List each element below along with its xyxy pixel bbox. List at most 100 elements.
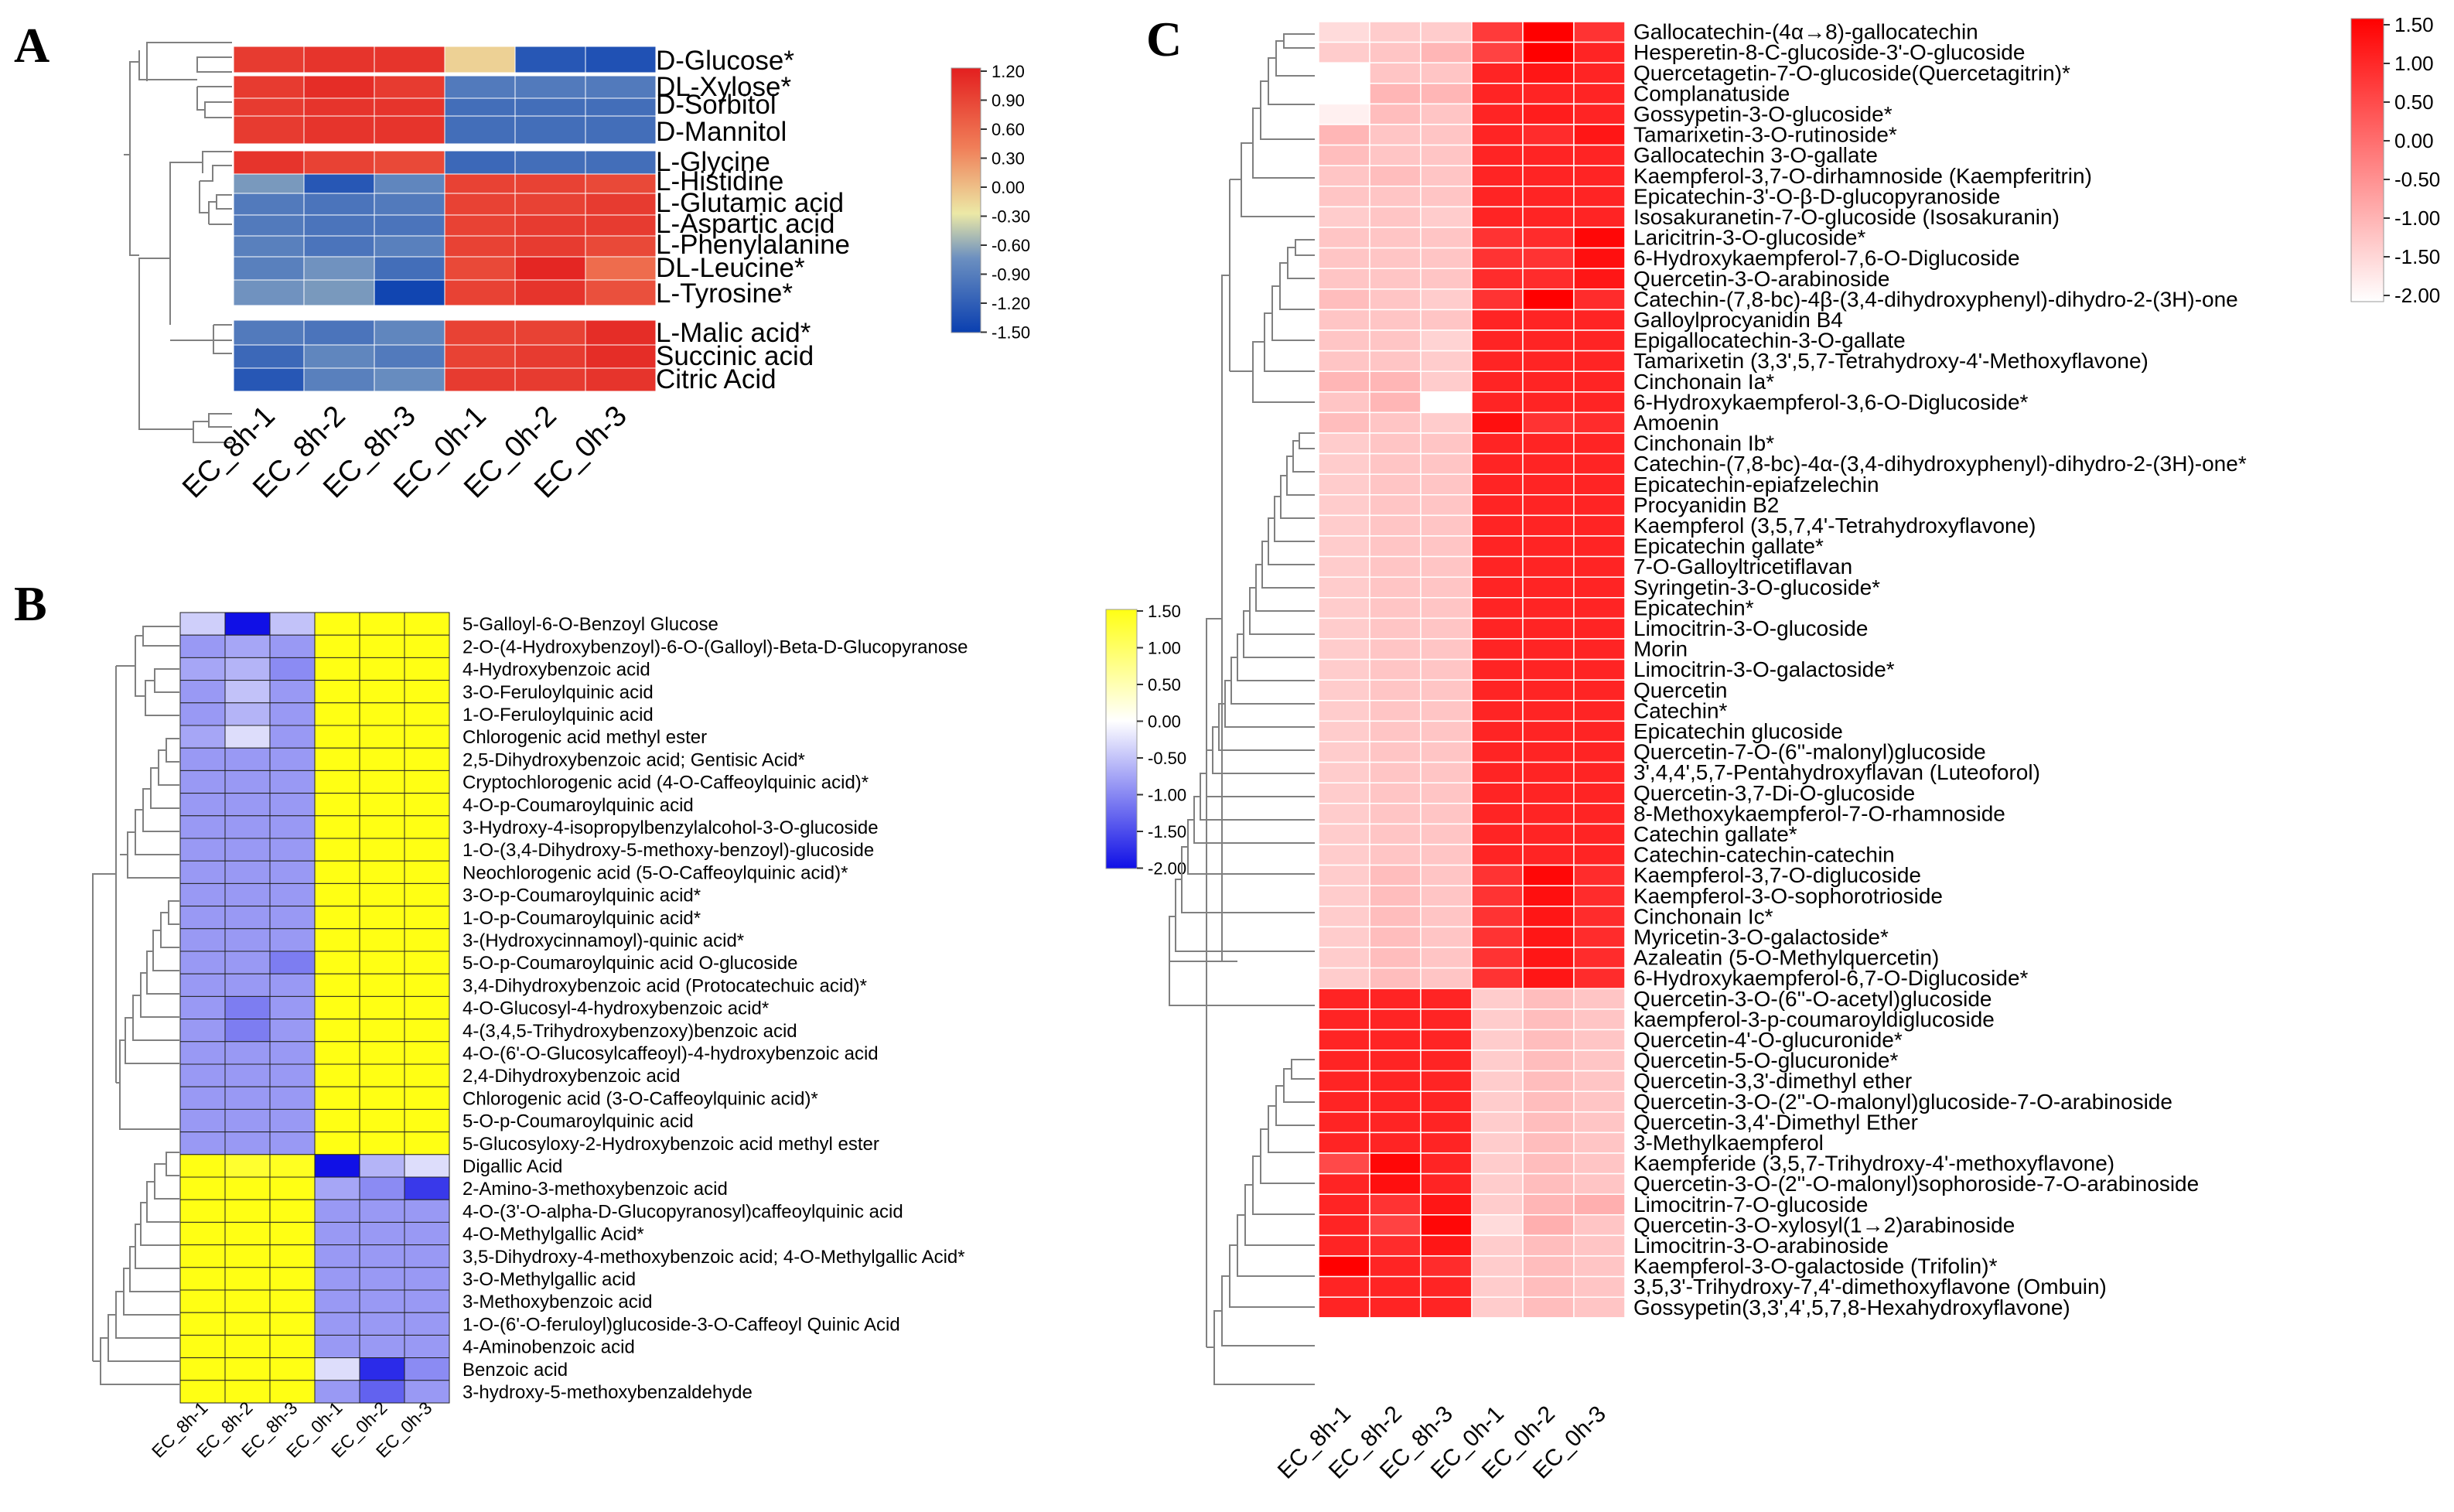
row-label: Chlorogenic acid methyl ester [462,727,707,748]
heatmap-cell [269,882,316,907]
heatmap-cell [233,75,305,100]
row-label: Digallic Acid [462,1156,562,1177]
heatmap-cell [1369,720,1422,742]
heatmap-cell [404,612,450,636]
heatmap-cell [314,702,360,726]
heatmap-cell [1522,309,1575,331]
heatmap-cell [374,256,445,281]
heatmap-cell [359,1267,405,1291]
row-label: Complanatuside [1633,81,1790,105]
heatmap-cell [314,1380,360,1404]
heatmap-cell [1420,411,1473,434]
heatmap-cell [269,1380,316,1404]
heatmap-cell [404,1176,450,1200]
row-label: Cinchonain Ib* [1633,432,1774,456]
heatmap-cell [179,680,226,704]
heatmap-cell [1522,1234,1575,1257]
heatmap-cell [314,1289,360,1313]
row-label: Kaempferol-3-O-sophorotrioside [1633,884,1943,908]
heatmap-cell [1573,432,1626,455]
heatmap-cell [359,634,405,658]
heatmap-cell [1573,186,1626,208]
heatmap-cell [359,860,405,884]
row-label: L-Malic acid* [656,318,811,348]
heatmap-cell [514,75,586,100]
heatmap-cell [1471,103,1524,125]
heatmap-cell [374,173,445,194]
heatmap-cell [1522,823,1575,845]
heatmap-cell [444,367,516,392]
heatmap-cell [1573,947,1626,969]
heatmap-cell [1522,288,1575,311]
heatmap-cell [1420,288,1473,311]
heatmap-cell [1318,268,1370,290]
heatmap-cell [359,928,405,952]
heatmap-cell [1471,62,1524,84]
heatmap-cell [1522,658,1575,681]
heatmap-cell [585,173,657,194]
heatmap-cell [1522,391,1575,414]
heatmap-cell [233,256,305,281]
row-dendrogram-b [92,626,179,1385]
row-label: 5-Galloyl-6-O-Benzoyl Glucose [462,614,718,635]
scale-tick-label: -0.60 [991,236,1030,255]
heatmap-cell [374,235,445,258]
row-label: Epicatechin-3'-O-β-D-glucopyranoside [1633,184,2000,208]
row-label: Catechin gallate* [1633,822,1797,846]
row-label: Cinchonain Ic* [1633,904,1773,928]
heatmap-cell [359,680,405,704]
heatmap-cell [269,1176,316,1200]
heatmap-cell [374,214,445,237]
row-label: Quercetin-7-O-(6''-malonyl)glucoside [1633,740,1986,764]
heatmap-cell [233,97,305,118]
heatmap-cell [444,256,516,281]
heatmap-cell [224,702,271,726]
heatmap-cell [179,1176,226,1200]
heatmap-cell [1420,1234,1473,1257]
row-label: Quercetin-3-O-xylosyl(1→2)arabinoside [1633,1213,2015,1237]
row-label: Azaleatin (5-O-Methylquercetin) [1633,946,1939,970]
row-dendrogram-a [124,42,232,443]
heatmap-cell [314,882,360,907]
heatmap-cell [179,725,226,749]
heatmap-cell [514,46,586,73]
heatmap-cell [179,770,226,794]
heatmap-cell [1420,1275,1473,1298]
column-labels-c: EC_8h-1EC_8h-2EC_8h-3EC_0h-1EC_0h-2EC_0h… [1273,1401,1611,1484]
heatmap-cell [1420,1131,1473,1154]
heatmap-cell [1522,885,1575,907]
heatmap-cell [224,1267,271,1291]
heatmap-cell [1318,1193,1370,1216]
heatmap-cell [1522,1050,1575,1072]
heatmap-cell [1318,967,1370,989]
heatmap-cell [585,97,657,118]
heatmap-cell [359,793,405,817]
row-label: 3,4-Dihydroxybenzoic acid (Protocatechui… [462,975,867,996]
heatmap-cell [444,235,516,258]
row-label: Limocitrin-3-O-galactoside* [1633,657,1895,681]
scale-tick-label: -2.00 [1148,859,1186,879]
heatmap-cell [1471,597,1524,619]
heatmap-cell [1420,741,1473,763]
heatmap-cell [1318,165,1370,187]
heatmap-cell [269,747,316,771]
row-label: Quercetin-3-O-arabinoside [1633,267,1890,291]
heatmap-cell [1420,1070,1473,1092]
heatmap-cell [179,1086,226,1110]
heatmap-cell [1471,494,1524,517]
heatmap-cell [1522,432,1575,455]
heatmap-cell [1522,782,1575,804]
heatmap-cell [233,344,305,369]
heatmap-cell [179,793,226,817]
heatmap-cell [585,75,657,100]
row-label: Quercetin-5-O-glucuronide* [1633,1049,1898,1073]
heatmap-cell [1318,21,1370,43]
row-label: 4-Hydroxybenzoic acid [462,660,650,681]
heatmap-cell [1318,391,1370,414]
heatmap-cell [1318,535,1370,558]
heatmap-cell [1522,144,1575,166]
heatmap-cell [1420,1193,1473,1216]
heatmap-cell [269,657,316,681]
heatmap-cell [1573,926,1626,948]
heatmap-cell [179,1041,226,1065]
